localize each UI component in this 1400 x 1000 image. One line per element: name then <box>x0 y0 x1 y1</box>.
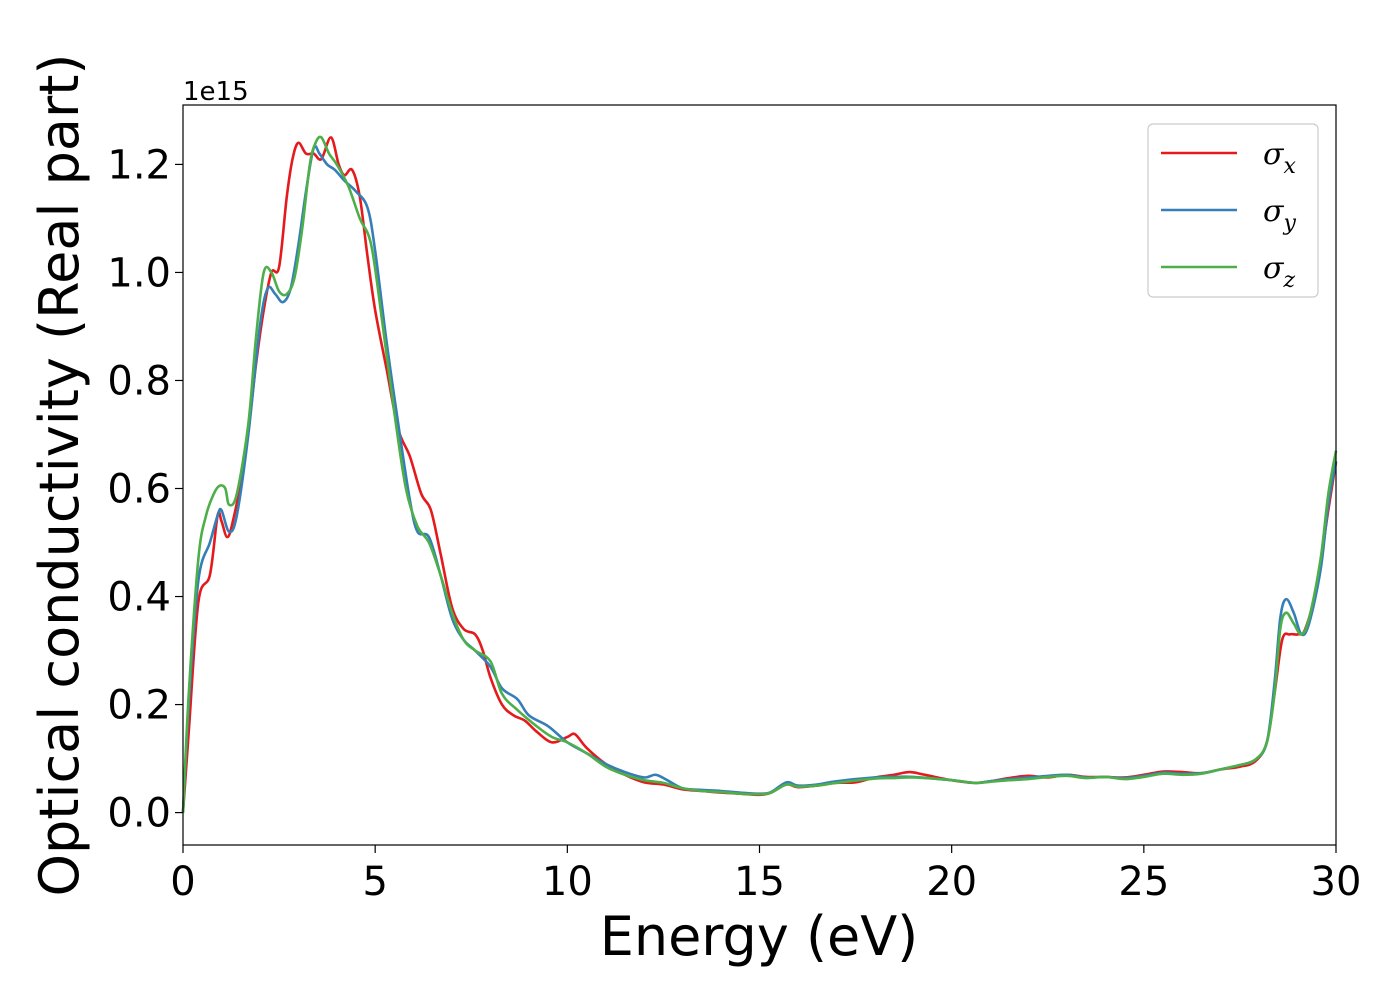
series-layer <box>181 135 1338 813</box>
legend-label: σy <box>1263 194 1296 236</box>
x-tick-label: 15 <box>734 859 785 905</box>
x-tick-label: 0 <box>170 859 195 905</box>
legend-label: σx <box>1263 137 1296 179</box>
y-offset-label: 1e15 <box>183 77 249 107</box>
x-tick-label: 5 <box>362 859 387 905</box>
legend-label: σz <box>1263 251 1295 293</box>
x-tick-label: 25 <box>1118 859 1169 905</box>
y-tick-label: 1.2 <box>107 142 171 188</box>
y-tick-label: 1.0 <box>107 250 171 296</box>
plot-area <box>183 105 1336 845</box>
y-axis-title: Optical conductivity (Real part) <box>28 54 91 897</box>
y-tick-label: 0.8 <box>107 358 171 404</box>
y-axis-ticks: 0.0 0.2 0.4 0.6 0.8 1.0 1.2 <box>107 142 183 837</box>
x-tick-label: 20 <box>926 859 977 905</box>
x-tick-label: 30 <box>1311 859 1362 905</box>
legend-items: σx σy σz <box>1161 137 1296 293</box>
y-tick-label: 0.4 <box>107 575 171 621</box>
x-tick-label: 10 <box>542 859 593 905</box>
y-tick-label: 0.6 <box>107 467 171 513</box>
y-tick-label: 0.0 <box>107 791 171 837</box>
series-line-z <box>181 135 1338 813</box>
x-axis-title: Energy (eV) <box>600 905 919 968</box>
y-tick-label: 0.2 <box>107 683 171 729</box>
x-axis-ticks: 0 5 10 15 20 25 30 <box>170 845 1361 905</box>
legend: σx σy σz <box>1147 123 1319 298</box>
